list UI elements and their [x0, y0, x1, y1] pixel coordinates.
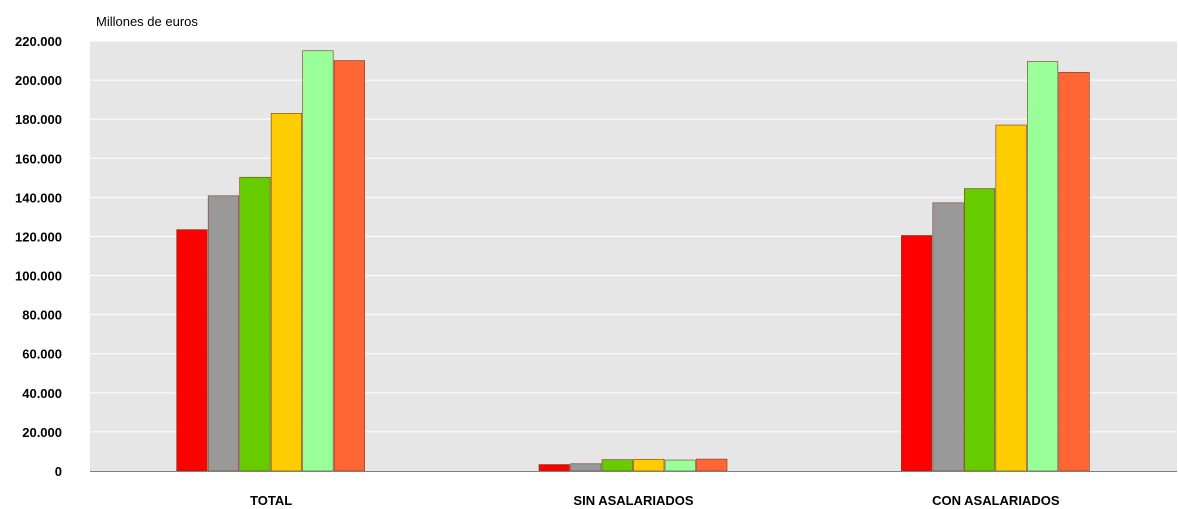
bar: [570, 463, 602, 472]
bar: [664, 459, 696, 472]
bars: [176, 50, 1090, 472]
y-tick-label: 220.000: [15, 34, 62, 49]
bar: [176, 229, 208, 472]
y-tick-label: 20.000: [22, 425, 62, 440]
y-tick-label: 40.000: [22, 386, 62, 401]
y-tick-label: 60.000: [22, 347, 62, 362]
bar: [1027, 61, 1059, 472]
y-tick-label: 200.000: [15, 73, 62, 88]
y-axis-ticks: 0 20.000 40.000 60.000 80.000 100.000 120.000 1…: [15, 34, 62, 479]
bar: [995, 124, 1027, 472]
bar: [1058, 71, 1090, 472]
x-category-label: SIN ASALARIADOS: [573, 493, 693, 508]
bar: [932, 202, 964, 472]
y-tick-label: 120.000: [15, 229, 62, 244]
y-tick-label: 80.000: [22, 308, 62, 323]
x-category-label: TOTAL: [250, 493, 292, 508]
bar: [696, 458, 728, 472]
bar: [601, 459, 633, 472]
y-tick-label: 100.000: [15, 269, 62, 284]
x-axis-labels: TOTAL SIN ASALARIADOS CON ASALARIADOS: [250, 493, 1060, 508]
bar: [333, 60, 365, 472]
bar: [538, 464, 570, 472]
bar: [239, 176, 271, 472]
y-tick-label: 0: [55, 464, 62, 479]
y-tick-label: 180.000: [15, 112, 62, 127]
bar: [270, 113, 302, 472]
bar: [302, 50, 334, 472]
y-tick-label: 160.000: [15, 151, 62, 166]
bar: [964, 188, 996, 472]
y-tick-label: 140.000: [15, 190, 62, 205]
bar: [633, 458, 665, 472]
x-category-label: CON ASALARIADOS: [932, 493, 1060, 508]
y-axis-unit-label: Millones de euros: [96, 14, 198, 29]
bar: [901, 235, 933, 472]
bar: [207, 195, 239, 472]
